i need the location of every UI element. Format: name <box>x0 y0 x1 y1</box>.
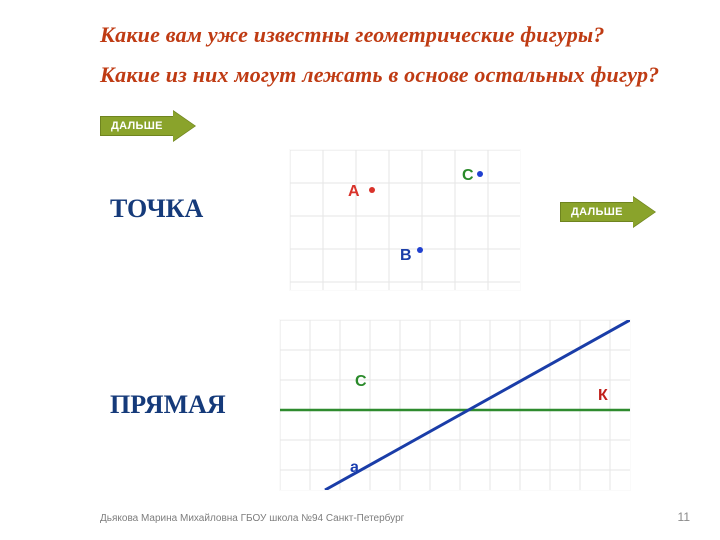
svg-text:B: B <box>400 247 412 264</box>
svg-text:К: К <box>598 387 608 404</box>
page-number: 11 <box>678 510 690 524</box>
question-line-1: Какие вам уже известны геометрические фи… <box>100 22 700 48</box>
lines-figure: С Ка <box>280 320 630 490</box>
label-point: ТОЧКА <box>110 194 203 224</box>
svg-text:С: С <box>355 373 367 390</box>
svg-text:A: A <box>348 183 360 200</box>
next-button-2[interactable]: ДАЛЬШЕ <box>560 196 656 228</box>
question-line-2: Какие из них могут лежать в основе остал… <box>100 62 700 88</box>
points-figure: A C B <box>290 150 520 290</box>
label-line: ПРЯМАЯ <box>110 390 226 420</box>
next-button-2-label: ДАЛЬШЕ <box>560 202 633 222</box>
next-button-1[interactable]: ДАЛЬШЕ <box>100 110 196 142</box>
svg-text:C: C <box>462 167 474 184</box>
svg-text:а: а <box>350 459 359 476</box>
next-button-1-label: ДАЛЬШЕ <box>100 116 173 136</box>
footer-author: Дьякова Марина Михайловна ГБОУ школа №94… <box>100 513 404 524</box>
